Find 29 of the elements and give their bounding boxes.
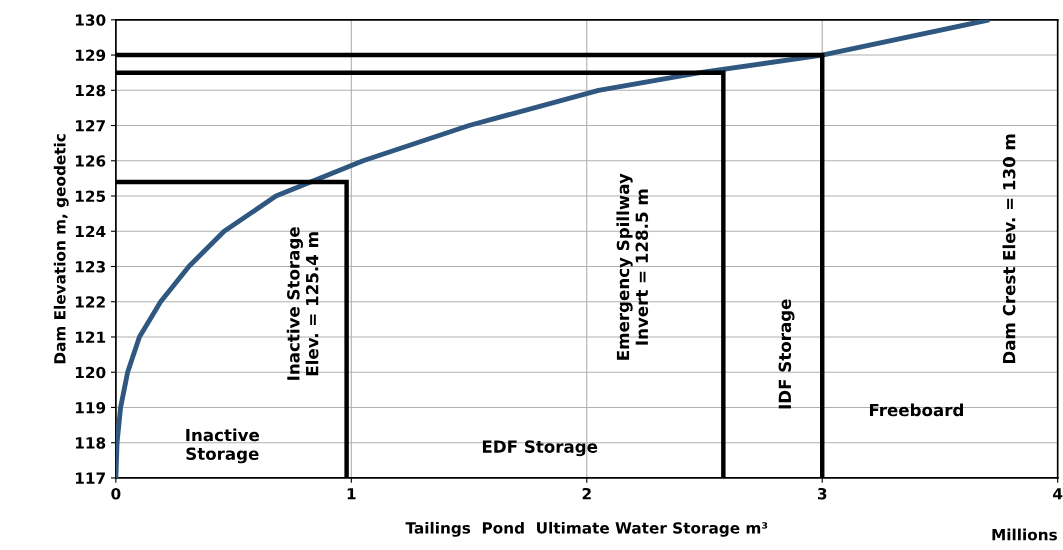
y-axis-title: Dam Elevation m, geodetic [53, 134, 69, 364]
y-tick-label: 122 [75, 296, 105, 308]
y-tick-label: 128 [75, 84, 106, 97]
y-tick-label: 117 [75, 472, 105, 484]
x-tick-label: 2 [582, 487, 591, 500]
y-tick-label: 126 [75, 155, 106, 167]
x-tick-label: 3 [817, 487, 827, 500]
y-tick-label: 125 [75, 190, 106, 203]
y-tick-label: 123 [75, 260, 105, 273]
annotation: Inactive Storage [186, 428, 260, 464]
annotation: EDF Storage [482, 440, 598, 457]
annotation: IDF Storage [778, 299, 795, 409]
y-tick-label: 120 [75, 366, 106, 379]
annotation: Freeboard [869, 403, 963, 417]
x-axis-title: Tailings Pond Ultimate Water Storage m³ [405, 521, 768, 537]
y-tick-label: 118 [75, 437, 106, 449]
y-tick-label: 130 [75, 14, 106, 26]
annotation: Inactive Storage Elev. = 125.4 m [286, 227, 319, 380]
annotation: Emergency Spillway Invert = 128.5 m [616, 173, 649, 360]
y-tick-label: 119 [75, 401, 106, 414]
x-tick-label: 0 [111, 487, 121, 500]
y-tick-label: 121 [75, 331, 106, 343]
annotation: Dam Crest Elev. = 130 m [1002, 134, 1016, 364]
x-tick-label: 1 [347, 488, 356, 500]
y-tick-label: 127 [75, 119, 105, 132]
text: Millions [992, 528, 1057, 541]
y-tick-label: 124 [75, 225, 106, 238]
x-tick-label: 4 [1053, 488, 1063, 500]
y-tick-label: 129 [75, 49, 106, 62]
